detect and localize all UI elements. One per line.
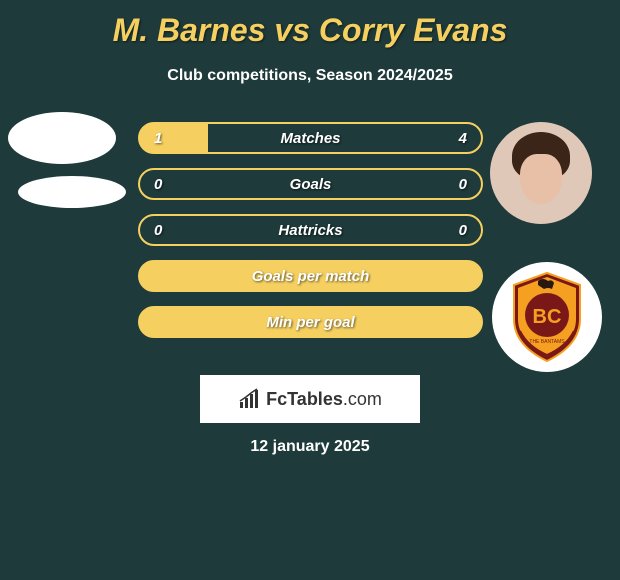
- club-left-badge: [18, 176, 126, 208]
- logo-text: FcTables.com: [266, 389, 382, 410]
- stat-row-goals-per-match: Goals per match: [138, 260, 483, 292]
- fctables-logo: FcTables.com: [200, 375, 420, 423]
- stat-label: Goals: [290, 176, 332, 193]
- stat-right-value: 4: [459, 130, 467, 147]
- stat-right-value: 0: [459, 222, 467, 239]
- comparison-title: M. Barnes vs Corry Evans: [0, 0, 620, 49]
- stats-container: 1 Matches 4 0 Goals 0 0 Hattricks 0 Goal…: [138, 122, 483, 352]
- stat-left-value: 1: [154, 130, 162, 147]
- season-subtitle: Club competitions, Season 2024/2025: [0, 67, 620, 85]
- stat-left-value: 0: [154, 176, 162, 193]
- player-left-avatar: [8, 112, 116, 164]
- stat-label: Matches: [280, 130, 340, 147]
- club-badge-icon: BC THE BANTAMS: [508, 271, 586, 363]
- stat-label: Min per goal: [266, 314, 354, 331]
- svg-text:THE BANTAMS: THE BANTAMS: [529, 339, 565, 345]
- stat-row-matches: 1 Matches 4: [138, 122, 483, 154]
- stat-label: Hattricks: [278, 222, 342, 239]
- svg-text:BC: BC: [533, 306, 562, 328]
- club-right-badge: BC THE BANTAMS: [492, 262, 602, 372]
- stat-row-hattricks: 0 Hattricks 0: [138, 214, 483, 246]
- date-text: 12 january 2025: [0, 438, 620, 456]
- stat-row-goals: 0 Goals 0: [138, 168, 483, 200]
- stat-row-min-per-goal: Min per goal: [138, 306, 483, 338]
- stat-right-value: 0: [459, 176, 467, 193]
- stat-label: Goals per match: [252, 268, 370, 285]
- stat-left-value: 0: [154, 222, 162, 239]
- chart-icon: [238, 388, 260, 410]
- player-right-avatar: [490, 122, 592, 224]
